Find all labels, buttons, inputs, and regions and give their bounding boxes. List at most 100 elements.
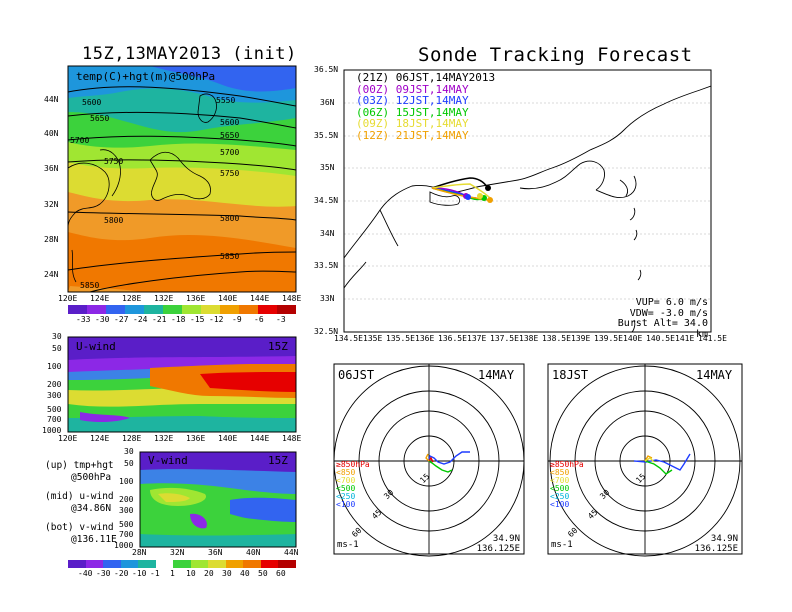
note-line: (mid) u-wind — [45, 491, 114, 502]
level-entry: ≥850hPa — [336, 460, 370, 469]
right-title: Sonde Tracking Forecast — [418, 44, 693, 66]
note-line: (bot) v-wind — [45, 522, 114, 533]
lon-tick: 128E — [122, 434, 142, 443]
vwind-label: V-wind — [148, 454, 188, 467]
lat-tick: 40N — [246, 548, 261, 557]
lat-tick: 34N — [320, 229, 335, 238]
contour-label: 5550 — [216, 96, 236, 105]
lon-tick: 135E — [363, 334, 383, 343]
uwind-p-axis: 30 50 100 200 300 500 700 1000 — [42, 332, 66, 436]
hodo-right-levels: ≥850hPa <850 <700 <500 <250 <100 — [550, 461, 584, 509]
lon-tick: 135.5E — [386, 334, 415, 343]
lon-tick: 138E — [519, 334, 539, 343]
lon-tick: 137.5E — [490, 334, 519, 343]
lon-tick: 136E — [186, 294, 206, 303]
lon-tick: 140.5E — [646, 334, 675, 343]
lat-tick: 36.5N — [314, 65, 339, 74]
track-coastline — [344, 85, 711, 332]
hodo-right-lat: 34.9N — [710, 534, 738, 544]
note-line: @500hPa — [71, 472, 112, 483]
lon-tick: 120E — [58, 294, 78, 303]
contour-label: 5700 — [220, 148, 240, 157]
level-entry: <100 — [336, 500, 356, 509]
note-line: (up) tmp+hgt — [45, 460, 114, 471]
contour-label: 5850 — [80, 281, 100, 290]
colorbar-label: 20 — [204, 569, 214, 578]
track-endpoints — [463, 185, 493, 203]
hodo-right-date: 14MAY — [696, 368, 733, 382]
legend-entry: (09Z) 18JST,14MAY — [356, 117, 469, 130]
hodo-left-levels: ≥850hPa <850 <700 <500 <250 <100 — [336, 461, 370, 509]
wind-colorbar — [68, 560, 296, 568]
track-21z — [431, 177, 489, 189]
p-tick: 300 — [47, 391, 62, 400]
level-entry: <500 — [336, 484, 356, 493]
lat-tick: 32N — [44, 200, 59, 209]
vwind-frame — [139, 451, 297, 548]
track-grid — [344, 102, 711, 300]
p-tick: 700 — [47, 415, 62, 424]
level-entry: <100 — [550, 500, 570, 509]
colorbar-label: 1 — [170, 569, 175, 578]
p-tick: 200 — [119, 495, 134, 504]
map-frame — [67, 65, 297, 293]
uwind-time: 15Z — [268, 340, 288, 353]
hodo-left-lat: 34.9N — [492, 534, 520, 544]
lon-tick: 139E — [571, 334, 591, 343]
p-tick: 200 — [47, 380, 62, 389]
legend-entry: (03Z) 12JST,14MAY — [356, 94, 469, 107]
colorbar-label: -27 — [114, 315, 129, 324]
track-frame — [343, 69, 712, 333]
lon-tick: 136E — [415, 334, 435, 343]
contour-label: 5650 — [220, 131, 240, 140]
colorbar-label: -9 — [232, 315, 242, 324]
lat-tick: 35N — [320, 163, 335, 172]
map500-colorbar-labels: -33 -30 -27 -24 -21 -18 -15 -12 -9 -6 -3 — [76, 315, 296, 325]
p-tick: 50 — [124, 459, 134, 468]
note-line: @136.11E — [71, 534, 117, 545]
level-entry: <500 — [550, 484, 570, 493]
colorbar-label: -30 — [96, 569, 111, 578]
p-tick: 100 — [47, 362, 62, 371]
note-upper: (up) tmp+hgt @500hPa — [45, 460, 114, 484]
lon-tick: 136E — [186, 434, 206, 443]
vwind-field — [140, 452, 296, 547]
hodo-right-lon: 136.125E — [694, 544, 738, 554]
lon-tick: 136.5E — [438, 334, 467, 343]
lon-tick: 141.5E — [698, 334, 727, 343]
contour-label: 5800 — [220, 214, 240, 223]
lat-tick: 36N — [208, 548, 223, 557]
colorbar-label: -24 — [133, 315, 148, 324]
note-bottom: (bot) v-wind @136.11E — [45, 522, 117, 546]
contour-label: 5750 — [220, 169, 240, 178]
lon-tick: 132E — [154, 294, 174, 303]
lon-tick: 128E — [122, 294, 142, 303]
lon-tick: 137E — [467, 334, 487, 343]
level-entry: <250 — [336, 492, 356, 501]
colorbar-label: -15 — [190, 315, 205, 324]
colorbar-label: -10 — [132, 569, 147, 578]
uwind-field — [68, 337, 296, 432]
level-entry: ≥850hPa — [550, 460, 584, 469]
hodograph-left — [333, 363, 525, 557]
track-lat-axis: 36.5N 36N 35.5N 35N 34.5N 34N 33.5N 33N … — [314, 65, 344, 340]
lon-tick: 124E — [90, 434, 110, 443]
lat-tick: 34.5N — [314, 196, 339, 205]
track-09z — [431, 183, 491, 199]
level-entry: <250 — [550, 492, 570, 501]
lat-tick: 40N — [44, 129, 59, 138]
hodo-left-lon: 136.125E — [476, 544, 520, 554]
level-entry: <700 — [550, 476, 570, 485]
lon-tick: 140E — [218, 294, 238, 303]
level-entry: <850 — [336, 468, 356, 477]
p-tick: 300 — [119, 506, 134, 515]
lat-tick: 33.5N — [314, 261, 339, 270]
track-params: VUP= 6.0 m/s VDW= -3.0 m/s Burst Alt= 34… — [604, 297, 708, 340]
lon-tick: 141E — [675, 334, 695, 343]
lon-tick: 148E — [282, 294, 302, 303]
hodo-left-time: 06JST — [338, 368, 375, 382]
legend-entry: (12Z) 21JST,14MAY — [356, 128, 469, 142]
lat-tick: 33N — [320, 294, 335, 303]
colorbar-label: -20 — [114, 569, 129, 578]
lat-tick: 44N — [44, 95, 59, 104]
